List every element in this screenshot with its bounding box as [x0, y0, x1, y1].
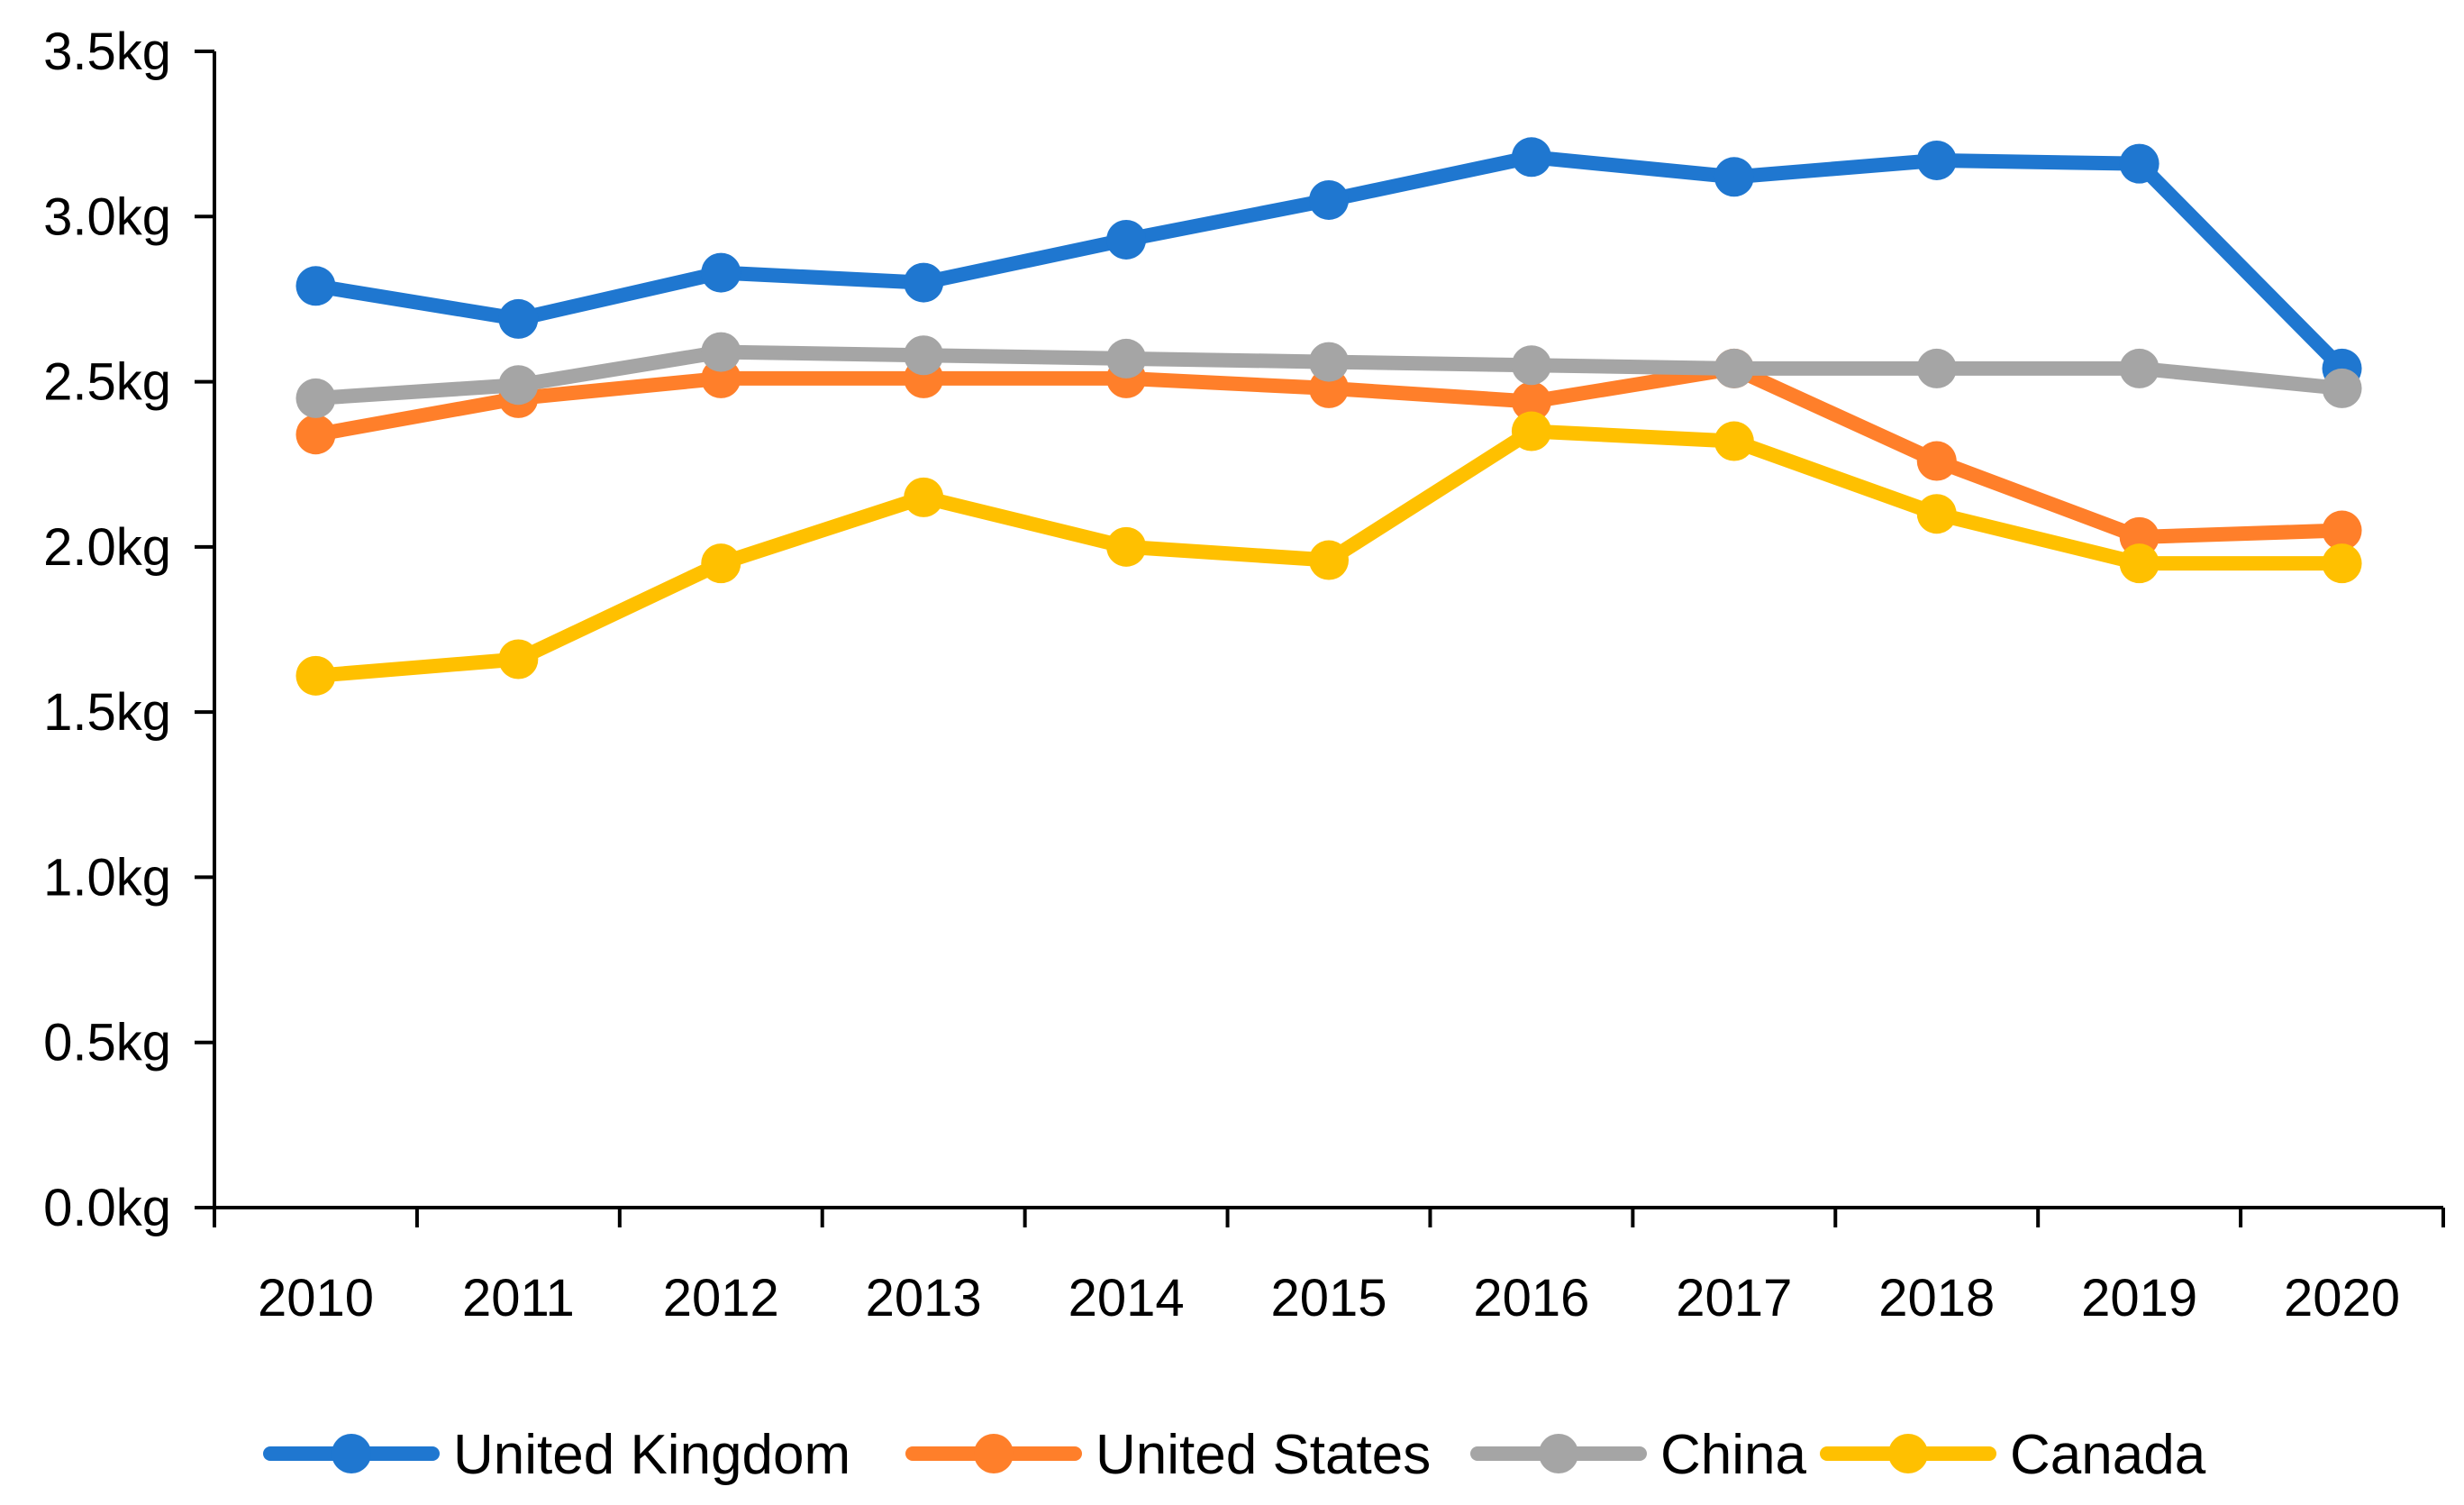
data-point	[295, 655, 336, 696]
series-china	[295, 332, 2362, 418]
x-tick-label: 2014	[1068, 1269, 1185, 1327]
data-point	[1714, 348, 1754, 388]
legend-item-united-states: United States	[905, 1424, 1431, 1486]
x-tick-label: 2015	[1270, 1269, 1387, 1327]
data-point	[1511, 345, 1551, 386]
legend-marker-swatch	[1888, 1434, 1928, 1473]
data-point	[1106, 338, 1147, 379]
axes: 0.0kg 0.5kg 1.0kg 1.5kg 2.0kg 2.5kg 3.0kg 3.5kg…	[43, 23, 2445, 1327]
data-point	[2119, 348, 2159, 388]
data-point	[1714, 421, 1754, 461]
x-tick-label: 2019	[2081, 1269, 2197, 1327]
data-point	[295, 415, 336, 455]
y-tick-label: 3.5kg	[43, 23, 171, 81]
legend-label: United Kingdom	[453, 1424, 850, 1486]
legend-label: Canada	[2010, 1424, 2206, 1486]
data-point	[1309, 179, 1349, 220]
x-tick-label: 2018	[1878, 1269, 1995, 1327]
x-tick-label: 2017	[1676, 1269, 1792, 1327]
y-tick-label: 1.5kg	[43, 683, 171, 742]
data-point	[498, 298, 539, 339]
legend-marker-swatch	[974, 1434, 1014, 1473]
y-tick-label: 0.5kg	[43, 1014, 171, 1072]
x-tick-label: 2016	[1473, 1269, 1589, 1327]
data-point	[2119, 543, 2159, 584]
data-point	[2119, 143, 2159, 184]
legend-marker-swatch	[332, 1434, 371, 1473]
data-point	[1916, 494, 1957, 534]
data-point	[1916, 140, 1957, 180]
data-point	[904, 477, 944, 517]
legend-item-united-kingdom: United Kingdom	[263, 1424, 850, 1486]
data-point	[1511, 381, 1551, 422]
data-point	[498, 639, 539, 680]
data-point	[1106, 219, 1147, 260]
legend: United Kingdom United States China Canada	[263, 1424, 2206, 1486]
data-point	[2322, 368, 2362, 408]
y-tick-label: 2.5kg	[43, 353, 171, 412]
y-tick-label: 0.0kg	[43, 1179, 171, 1237]
x-tick-label: 2011	[462, 1269, 575, 1327]
x-tick-label: 2010	[258, 1269, 374, 1327]
y-tick-label: 2.0kg	[43, 518, 171, 577]
data-point	[1511, 137, 1551, 178]
data-point	[904, 262, 944, 303]
series-canada	[295, 411, 2362, 696]
legend-item-china: China	[1470, 1424, 1807, 1486]
data-point	[701, 543, 741, 584]
x-tick-label: 2020	[2284, 1269, 2400, 1327]
legend-label: China	[1660, 1424, 1807, 1486]
data-point	[1511, 411, 1551, 452]
data-point	[1106, 526, 1147, 567]
x-tick-label: 2012	[663, 1269, 779, 1327]
data-point	[701, 252, 741, 293]
data-point	[1309, 540, 1349, 580]
data-point	[1309, 342, 1349, 382]
data-point	[1714, 157, 1754, 197]
data-point	[2322, 543, 2362, 584]
legend-label: United States	[1096, 1424, 1431, 1486]
data-point	[2322, 510, 2362, 551]
legend-item-canada: Canada	[1820, 1424, 2206, 1486]
y-tick-label: 3.0kg	[43, 187, 171, 246]
data-point	[295, 378, 336, 418]
data-point	[498, 365, 539, 406]
data-point	[295, 266, 336, 306]
data-point	[1916, 441, 1957, 481]
y-tick-label: 1.0kg	[43, 848, 171, 907]
data-point	[904, 335, 944, 376]
x-tick-label: 2013	[866, 1269, 982, 1327]
data-point	[701, 332, 741, 372]
legend-marker-swatch	[1539, 1434, 1578, 1473]
data-point	[1916, 348, 1957, 388]
series-group	[295, 137, 2362, 696]
